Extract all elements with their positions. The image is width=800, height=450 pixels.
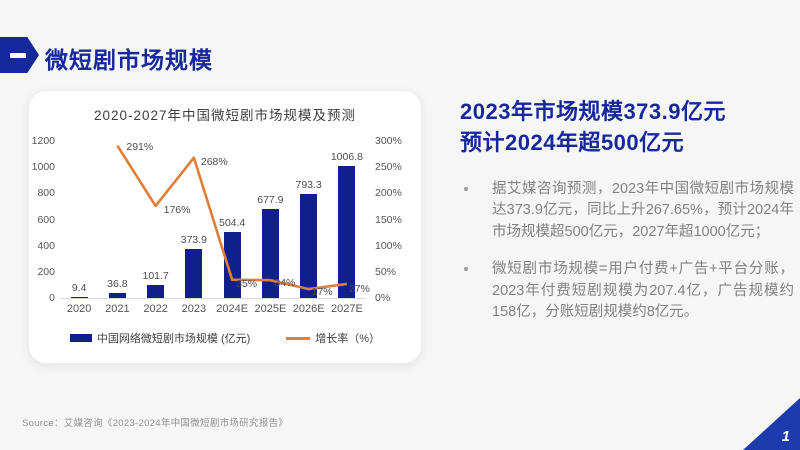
dash-icon	[10, 53, 26, 58]
chart-title: 2020-2027年中国微短剧市场规模及预测	[93, 108, 357, 123]
line-point-label: 34%	[274, 277, 296, 290]
growth-polyline	[116, 145, 348, 291]
bar-value-label: 9.4	[71, 281, 87, 294]
y-tick-label: 50%	[375, 265, 397, 278]
bar	[300, 194, 318, 298]
bar-swatch-icon	[69, 334, 92, 342]
line-point-label: 176%	[163, 203, 191, 216]
legend-item-bars: 中国网络微短剧市场规模 (亿元)	[69, 330, 251, 346]
y-tick-label: 1000	[31, 161, 55, 174]
x-tick-label: 2027E	[330, 303, 363, 315]
x-tick-label: 2025E	[254, 303, 287, 315]
y-tick-label: 150%	[375, 213, 402, 226]
bar	[70, 296, 88, 298]
x-tick-label: 2020	[66, 303, 92, 315]
bar	[223, 232, 241, 298]
y-tick-label: 250%	[375, 161, 402, 174]
chart-card: 2020-2027年中国微短剧市场规模及预测 0 200 400 600 800 1000…	[28, 90, 422, 364]
page-title: 微短剧市场规模	[45, 47, 213, 73]
left-axis: 0 200 400 600 800 1000 1200	[29, 135, 55, 304]
bar-value-label: 36.8	[107, 278, 128, 291]
bullet-text: 微短剧市场规模=用户付费+广告+平台分账，2023年付费短剧规模为207.4亿，…	[492, 260, 794, 321]
bar-value-label: 1006.8	[330, 151, 363, 164]
heading-line-1: 2023年市场规模373.9亿元	[460, 99, 726, 124]
bar-value-label: 504.4	[218, 217, 246, 230]
bar-value-label: 793.3	[295, 179, 322, 192]
bar	[108, 293, 126, 298]
y-tick-label: 0	[49, 292, 55, 304]
line-point-label: 27%	[348, 282, 370, 295]
growth-line	[116, 145, 348, 291]
summary-panel: 2023年市场规模373.9亿元 预计2024年超500亿元 据艾媒咨询预测，2…	[460, 97, 794, 339]
y-tick-label: 300%	[375, 135, 402, 147]
x-tick-label: 2022	[143, 303, 168, 315]
y-tick-label: 200	[37, 265, 55, 278]
line-point-label: 35%	[236, 277, 258, 290]
bar-value-label: 373.9	[180, 234, 208, 247]
line-point-label: 291%	[126, 140, 154, 153]
bar	[261, 209, 279, 298]
x-tick-label: 2026E	[292, 303, 325, 315]
section-number-badge	[0, 37, 39, 73]
bullet-item: 微短剧市场规模=用户付费+广告+平台分账，2023年付费短剧规模为207.4亿，…	[460, 259, 794, 324]
y-tick-label: 400	[37, 239, 55, 252]
x-tick-label: 2023	[181, 303, 207, 315]
bullet-dot-icon	[464, 186, 468, 191]
x-tick-label: 2021	[105, 303, 130, 315]
y-tick-label: 800	[37, 187, 55, 200]
chart-legend: 中国网络微短剧市场规模 (亿元) 增长率（%）	[29, 330, 421, 346]
y-tick-label: 100%	[375, 239, 402, 252]
bar-value-label: 677.9	[257, 194, 284, 207]
page-number: 1	[781, 428, 790, 445]
right-axis: 0% 50% 100% 150% 200% 250% 300%	[375, 135, 419, 304]
bullet-dot-icon	[464, 266, 468, 271]
bar-value-label: 101.7	[142, 269, 169, 282]
line-swatch-icon	[286, 336, 311, 340]
y-tick-label: 0%	[375, 292, 391, 304]
page-corner-triangle	[743, 398, 800, 450]
line-point-label: 17%	[311, 286, 333, 299]
bullet-item: 据艾媒咨询预测，2023年中国微短剧市场规模达373.9亿元，同比上升267.6…	[460, 179, 794, 244]
legend-item-line: 增长率（%）	[286, 330, 380, 346]
x-tick-label: 2024E	[216, 303, 249, 315]
bar	[147, 284, 165, 298]
legend-line-label: 增长率（%）	[315, 333, 381, 345]
legend-bar-label: 中国网络微短剧市场规模 (亿元)	[96, 333, 251, 345]
bar	[185, 249, 203, 298]
plot-area: 9.4 36.8 101.7 373.9 504.4 677.9 793.3 1006.8 29…	[60, 140, 370, 299]
bar	[338, 166, 356, 298]
y-tick-label: 600	[37, 213, 55, 226]
bullet-list: 据艾媒咨询预测，2023年中国微短剧市场规模达373.9亿元，同比上升267.6…	[460, 179, 794, 325]
heading-line-2: 预计2024年超500亿元	[460, 129, 685, 155]
panel-heading: 2023年市场规模373.9亿元 预计2024年超500亿元	[460, 97, 794, 159]
bullet-text: 据艾媒咨询预测，2023年中国微短剧市场规模达373.9亿元，同比上升267.6…	[492, 180, 794, 241]
y-tick-label: 200%	[375, 187, 402, 200]
x-axis: 2020 2021 2022 2023 2024E 2025E 2026E 2027E	[60, 303, 366, 317]
source-note: Source：艾媒咨询《2023-2024年中国微短剧市场研究报告》	[22, 418, 289, 429]
line-point-label: 268%	[200, 155, 228, 168]
y-tick-label: 1200	[31, 135, 55, 147]
